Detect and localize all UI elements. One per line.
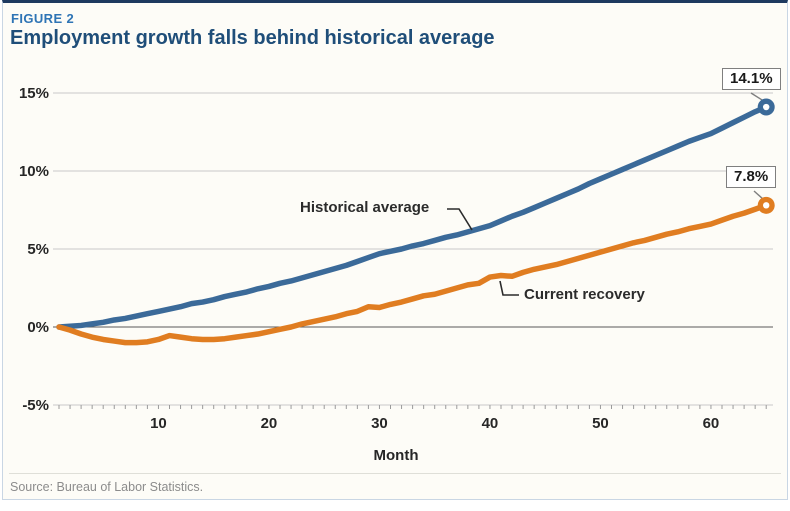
source-note: Source: Bureau of Labor Statistics. (10, 480, 204, 494)
svg-text:-5%: -5% (22, 397, 49, 414)
chart-area: 15% 10% 5% 0% -5% 10 20 30 40 50 60 Historical ave… (3, 3, 787, 473)
page-title: Employment growth falls behind historica… (10, 27, 495, 49)
chart-canvas: 15% 10% 5% 0% -5% 10 20 30 40 50 60 (19, 85, 775, 432)
figure-panel: FIGURE 2 Employment growth falls behind … (2, 0, 788, 500)
svg-text:10%: 10% (19, 163, 49, 180)
end-value-callout-current: 7.8% (726, 166, 777, 188)
svg-text:50: 50 (592, 415, 609, 432)
svg-text:5%: 5% (27, 241, 49, 258)
svg-text:60: 60 (703, 415, 720, 432)
svg-text:15%: 15% (19, 85, 49, 102)
svg-text:20: 20 (261, 415, 278, 432)
series-label-historical-average: Historical average (300, 199, 430, 216)
source-divider (9, 473, 781, 474)
svg-text:40: 40 (482, 415, 499, 432)
svg-text:0%: 0% (27, 319, 49, 336)
series-label-current-recovery: Current recovery (524, 286, 645, 303)
svg-text:10: 10 (150, 415, 167, 432)
x-axis-title: Month (373, 447, 419, 464)
figure-number-label: FIGURE 2 (11, 11, 75, 26)
svg-text:30: 30 (371, 415, 388, 432)
end-value-callout-historical: 14.1% (722, 68, 781, 90)
